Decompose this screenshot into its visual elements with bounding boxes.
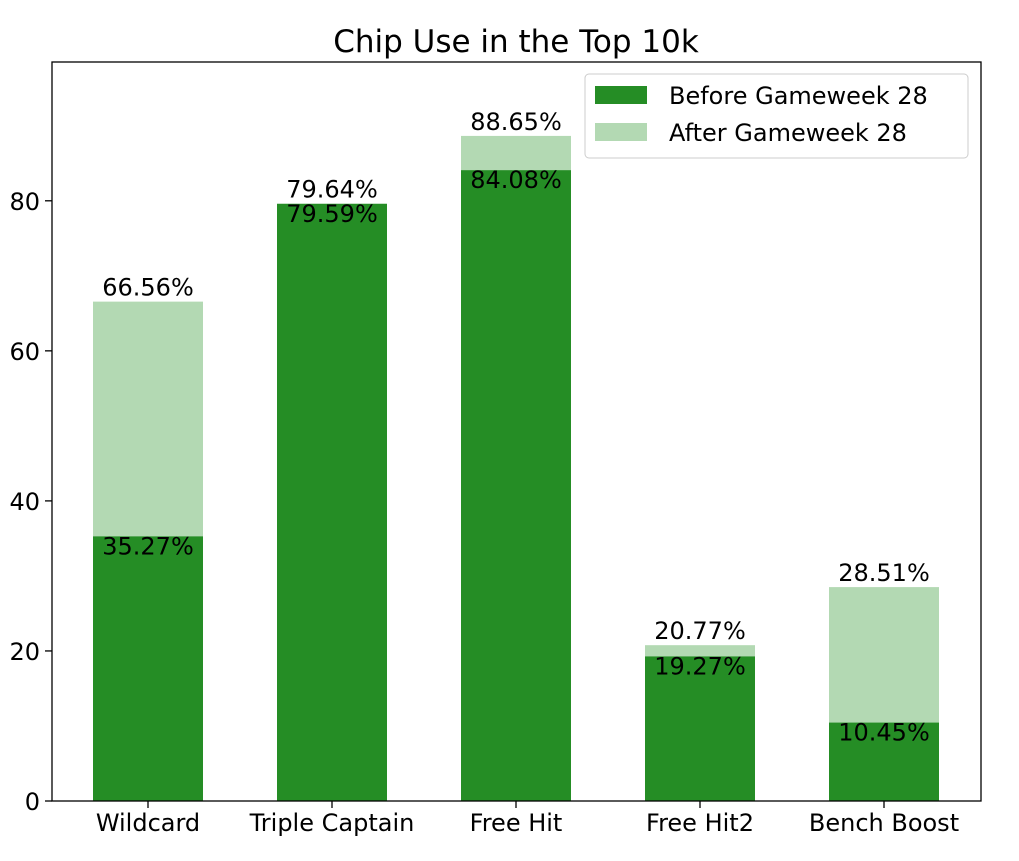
- data-label-after-3: 20.77%: [654, 617, 746, 645]
- data-label-before-2: 84.08%: [470, 166, 562, 194]
- data-label-after-1: 79.64%: [286, 175, 378, 203]
- x-tick-label-2: Free Hit: [470, 809, 563, 837]
- data-label-before-1: 79.59%: [286, 200, 378, 228]
- legend-label-after: After Gameweek 28: [669, 119, 907, 147]
- y-tick-label-0: 0: [25, 788, 40, 816]
- y-tick-label-2: 40: [9, 488, 40, 516]
- y-tick-label-1: 20: [9, 638, 40, 666]
- data-labels: 66.56% 35.27% 79.64%79.59% 88.65% 84.08% 20.7…: [102, 108, 930, 747]
- data-label-before-4: 10.45%: [838, 719, 930, 747]
- legend-swatch-before: [595, 86, 647, 104]
- before-bars: [93, 170, 939, 802]
- x-tick-label-0: Wildcard: [96, 809, 200, 837]
- bar-before-1: [277, 203, 387, 802]
- x-tick-label-4: Bench Boost: [809, 809, 959, 837]
- chart-title: Chip Use in the Top 10k: [333, 24, 699, 60]
- y-tick-label-4: 80: [9, 188, 40, 216]
- y-axis: 0 20 40 60 80: [9, 188, 52, 816]
- legend-label-before: Before Gameweek 28: [669, 82, 928, 110]
- legend-swatch-after: [595, 123, 647, 141]
- data-label-after-2: 88.65%: [470, 108, 562, 136]
- legend: Before Gameweek 28 After Gameweek 28: [584, 73, 969, 159]
- x-tick-label-3: Free Hit2: [646, 809, 754, 837]
- data-label-before-3: 19.27%: [654, 652, 746, 680]
- bar-before-4: [829, 722, 939, 801]
- x-tick-label-1: Triple Captain: [249, 809, 415, 837]
- data-label-before-0: 35.27%: [102, 532, 194, 560]
- bar-before-2: [461, 170, 571, 802]
- bar-before-0: [93, 536, 203, 801]
- bar-before-3: [645, 656, 755, 801]
- data-label-after-4: 28.51%: [838, 559, 930, 587]
- data-label-after-0: 66.56%: [102, 274, 194, 302]
- legend-box: [584, 73, 969, 159]
- y-tick-label-3: 60: [9, 338, 40, 366]
- x-axis: Wildcard Triple Captain Free Hit Free Hit2 B…: [96, 801, 959, 837]
